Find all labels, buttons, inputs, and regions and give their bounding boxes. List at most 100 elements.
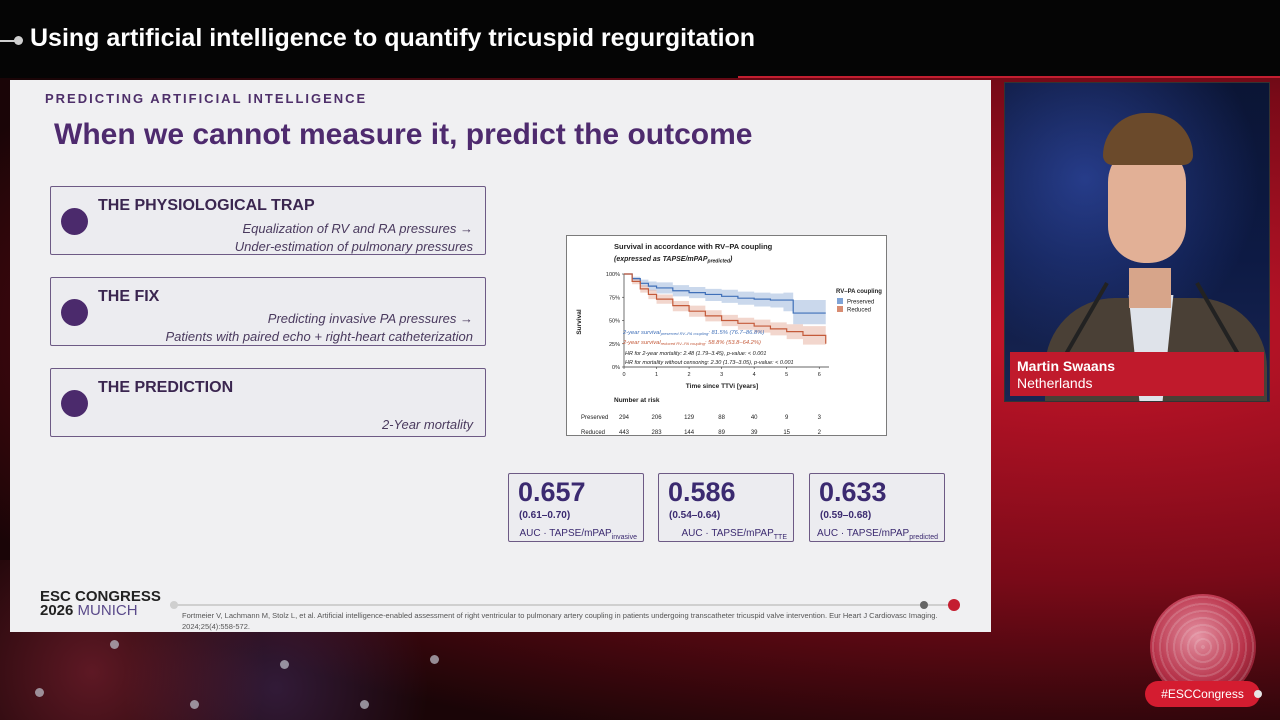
- annotation-reduced-survival: 2-year survivalreduced RV–PA coupling: 5…: [622, 340, 761, 346]
- esc-congress-year: 2026: [40, 602, 74, 619]
- auc-label: AUC · TAPSE/mPAPinvasive: [519, 528, 637, 541]
- auc-label: AUC · TAPSE/mPAPpredicted: [816, 528, 938, 541]
- progress-marker-dot: [920, 601, 928, 609]
- session-title: Using artificial intelligence to quantif…: [30, 24, 756, 52]
- box-title: THE PREDICTION: [98, 379, 234, 396]
- background-node: [280, 660, 289, 669]
- progress-start-dot: [170, 601, 178, 609]
- x-tick-label: 3: [720, 372, 723, 378]
- auc-ci: (0.61–0.70): [519, 510, 571, 521]
- risk-cell-preserved: 9: [785, 415, 789, 421]
- risk-cell-preserved: 294: [619, 415, 630, 421]
- y-axis-label: Survival: [576, 309, 583, 334]
- x-tick-label: 2: [688, 372, 691, 378]
- risk-cell-preserved: 40: [751, 415, 758, 421]
- auc-ci: (0.59–0.68): [820, 510, 872, 521]
- speaker-country: Netherlands: [1017, 375, 1093, 391]
- hashtag-badge: #ESCCongress: [1145, 681, 1260, 707]
- km-survival-chart: Survival in accordance with RV–PA coupli…: [576, 242, 882, 436]
- auc-card-invasive: 0.657 (0.61–0.70) AUC · TAPSE/mPAPinvasi…: [508, 473, 644, 542]
- box-line: Equalization of RV and RA pressures →: [242, 221, 473, 236]
- survival-line-reduced: [624, 273, 827, 344]
- ci-band-reduced: [624, 274, 826, 354]
- box-line: Patients with paired echo + right-heart …: [165, 329, 473, 344]
- background-node: [35, 688, 44, 697]
- speaker-neck: [1129, 268, 1171, 308]
- chart-plot-area: 0% 25% 50% 75% 100% 0 1 2 3 4 5 6: [606, 272, 829, 378]
- box-the-prediction: THE PREDICTION 2-Year mortality: [50, 368, 486, 437]
- y-tick-label: 75%: [609, 295, 620, 301]
- x-tick-label: 4: [753, 372, 756, 378]
- risk-cell-preserved: 88: [718, 415, 725, 421]
- ci-band-preserved: [624, 274, 826, 325]
- slide-progress-line: [170, 604, 958, 606]
- risk-cell-preserved: 3: [818, 415, 822, 421]
- risk-cell-reduced: 2: [818, 430, 822, 436]
- y-tick-label: 100%: [606, 272, 620, 278]
- title-bar-line: [0, 40, 18, 42]
- esc-congress-edition: 2026 MUNICH: [40, 602, 161, 619]
- background-node: [190, 700, 199, 709]
- annotation-preserved-survival: 2-year survivalpreserved RV–PA coupling:…: [622, 330, 764, 336]
- risk-cell-reduced: 39: [751, 430, 758, 436]
- slide-headline: When we cannot measure it, predict the o…: [54, 118, 753, 151]
- survival-line-preserved: [624, 273, 826, 314]
- auc-value: 0.586: [668, 477, 736, 507]
- survival-figure: Survival in accordance with RV–PA coupli…: [566, 235, 887, 436]
- speaker-nameplate: Martin Swaans Netherlands: [1010, 352, 1264, 396]
- legend-label-reduced: Reduced: [847, 308, 871, 314]
- background-node: [430, 655, 439, 664]
- auc-ci: (0.54–0.64): [669, 510, 721, 521]
- auc-card-tte: 0.586 (0.54–0.64) AUC · TAPSE/mPAPTTE: [658, 473, 794, 542]
- auc-card-predicted: 0.633 (0.59–0.68) AUC · TAPSE/mPAPpredic…: [809, 473, 945, 542]
- chart-title: Survival in accordance with RV–PA coupli…: [614, 242, 773, 251]
- y-tick-label: 0%: [612, 365, 620, 371]
- risk-cell-reduced: 15: [783, 430, 790, 436]
- slide-citation: Fortmeier V, Lachmann M, Stolz L, et al.…: [182, 611, 938, 631]
- risk-cell-reduced: 443: [619, 430, 630, 436]
- x-axis-label: Time since TTVi [years]: [686, 383, 758, 390]
- box-title: THE FIX: [98, 288, 160, 305]
- title-bar-accent: [738, 76, 1280, 78]
- title-bar: Using artificial intelligence to quantif…: [0, 0, 1280, 78]
- legend-swatch-preserved: [837, 298, 843, 304]
- legend-title: RV–PA coupling: [836, 289, 882, 295]
- risk-table-title: Number at risk: [614, 397, 660, 404]
- auc-value: 0.633: [819, 477, 887, 507]
- presentation-slide: PREDICTING ARTIFICIAL INTELLIGENCE When …: [10, 80, 991, 632]
- annotation-hr-2year: HR for 2-year mortality: 2.48 (1.79–3.45…: [625, 351, 766, 357]
- esc-congress-logo: ESC CONGRESS 2026 MUNICH: [40, 588, 161, 619]
- x-tick-label: 0: [622, 372, 625, 378]
- box-line: Under-estimation of pulmonary pressures: [234, 239, 473, 254]
- risk-cell-reduced: 283: [652, 430, 663, 436]
- bullet-circle-icon: [61, 208, 88, 235]
- chart-subtitle: (expressed as TAPSE/mPAPpredicted): [614, 256, 733, 265]
- auc-label: AUC · TAPSE/mPAPTTE: [681, 528, 787, 541]
- hashtag-dot: [1254, 690, 1262, 698]
- speaker-name: Martin Swaans: [1017, 358, 1116, 374]
- risk-cell-reduced: 144: [684, 430, 695, 436]
- x-tick-label: 6: [818, 372, 821, 378]
- risk-cell-preserved: 129: [684, 415, 695, 421]
- bullet-circle-icon: [61, 390, 88, 417]
- x-tick-label: 1: [655, 372, 658, 378]
- bullet-circle-icon: [61, 299, 88, 326]
- risk-table-cells: 294 206 129 88 40 9 3 443 283 144 89 39 15 2: [619, 415, 822, 436]
- background-node: [110, 640, 119, 649]
- box-title: THE PHYSIOLOGICAL TRAP: [98, 197, 315, 214]
- annotation-hr-uncensored: HR for mortality without censoring: 2.30…: [625, 360, 794, 366]
- box-line: 2-Year mortality: [381, 417, 473, 432]
- risk-row-label-preserved: Preserved: [581, 415, 608, 421]
- auc-value: 0.657: [518, 477, 586, 507]
- title-bar-dot: [14, 36, 23, 45]
- progress-current-dot: [948, 599, 960, 611]
- box-line: Predicting invasive PA pressures →: [267, 311, 473, 326]
- slide-kicker: PREDICTING ARTIFICIAL INTELLIGENCE: [45, 91, 368, 106]
- y-tick-label: 50%: [609, 319, 620, 325]
- box-physiological-trap: THE PHYSIOLOGICAL TRAP Equalization of R…: [50, 186, 486, 255]
- speaker-video: [1004, 82, 1270, 402]
- esc-congress-name: ESC CONGRESS: [40, 588, 161, 605]
- legend-label-preserved: Preserved: [847, 300, 874, 306]
- y-tick-label: 25%: [609, 342, 620, 348]
- legend-swatch-reduced: [837, 306, 843, 312]
